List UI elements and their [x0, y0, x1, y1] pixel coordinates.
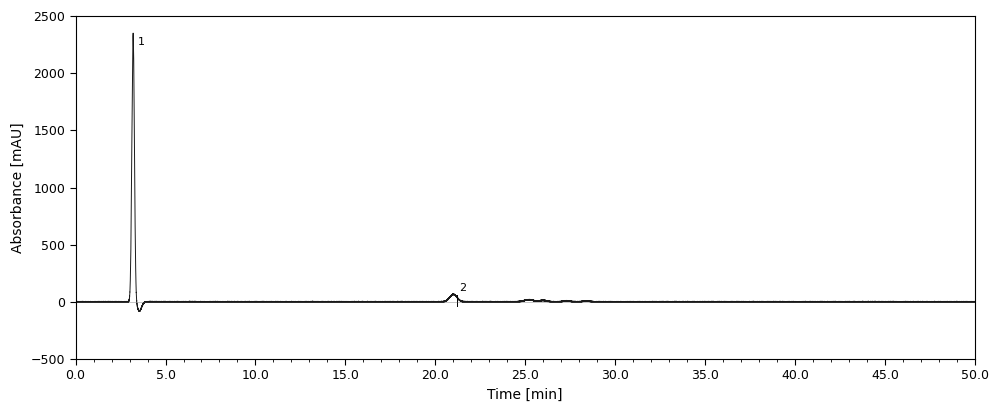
X-axis label: Time [min]: Time [min]: [487, 388, 563, 402]
Text: 1: 1: [138, 37, 145, 47]
Text: 2: 2: [459, 283, 466, 294]
Y-axis label: Absorbance [mAU]: Absorbance [mAU]: [11, 122, 25, 253]
